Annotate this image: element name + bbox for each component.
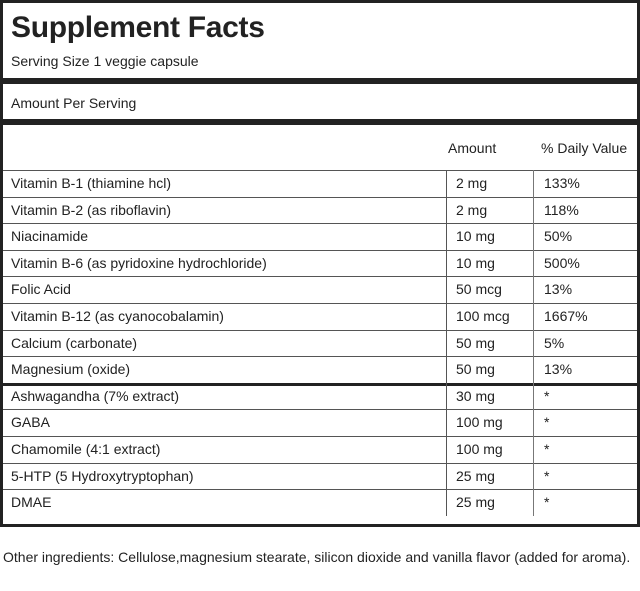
nutrient-amount: 2 mg: [456, 175, 488, 191]
nutrient-name: Folic Acid: [11, 281, 71, 298]
vitamin-row: Vitamin B-2 (as riboflavin) 2 mg 118%: [3, 197, 637, 223]
supplement-facts-panel: Supplement Facts Serving Size 1 veggie c…: [0, 0, 640, 527]
column-separator: [533, 170, 534, 516]
row-divider: [3, 409, 637, 411]
nutrient-daily-value: *: [544, 467, 550, 484]
nutrient-daily-value: 1667%: [544, 308, 588, 324]
nutrient-amount: 50 mg: [456, 334, 495, 351]
row-divider: [3, 436, 637, 437]
nutrient-name: Magnesium (oxide): [11, 361, 131, 378]
row-divider: [3, 223, 637, 225]
serving-size: Serving Size 1 veggie capsule: [11, 53, 199, 69]
nutrient-name: Vitamin B-2 (as riboflavin): [11, 201, 172, 218]
nutrient-daily-value: 13%: [544, 361, 573, 378]
nutrient-daily-value: 500%: [544, 254, 580, 271]
other-nutrient-row: Ashwagandha (7% extract) 30 mg *: [3, 383, 637, 409]
nutrient-amount: 100 mcg: [456, 308, 510, 324]
nutrient-name: Chamomile (4:1 extract): [11, 441, 161, 457]
row-divider: [3, 276, 637, 278]
vitamin-row: Niacinamide 10 mg 50%: [3, 223, 637, 249]
nutrient-amount: 10 mg: [456, 254, 495, 271]
row-divider: [3, 489, 637, 491]
vitamin-row: Magnesium (oxide) 50 mg 13%: [3, 356, 637, 382]
panel-title: Supplement Facts: [11, 11, 265, 44]
nutrient-name: Calcium (carbonate): [11, 334, 138, 351]
other-nutrient-row: Chamomile (4:1 extract) 100 mg *: [3, 436, 637, 462]
other-nutrient-row: 5-HTP (5 Hydroxytryptophan) 25 mg *: [3, 463, 637, 489]
vitamin-row: Vitamin B-6 (as pyridoxine hydrochloride…: [3, 250, 637, 276]
vitamin-row: Calcium (carbonate) 50 mg 5%: [3, 330, 637, 356]
other-ingredients: Other ingredients: Cellulose,magnesium s…: [3, 549, 631, 565]
nutrient-name: GABA: [11, 414, 50, 431]
nutrient-daily-value: 5%: [544, 334, 565, 351]
nutrient-daily-value: *: [544, 414, 550, 431]
nutrient-name: Niacinamide: [11, 228, 89, 245]
nutrient-amount: 25 mg: [456, 467, 495, 484]
daily-value-column-header: % Daily Value: [541, 140, 628, 156]
nutrient-daily-value: 13%: [544, 281, 573, 298]
nutrient-name: DMAE: [11, 494, 52, 511]
nutrient-amount: 30 mg: [456, 387, 495, 404]
nutrient-daily-value: *: [544, 441, 550, 457]
nutrient-daily-value: 133%: [544, 175, 580, 191]
row-divider: [3, 303, 637, 304]
nutrient-name: Vitamin B-12 (as cyanocobalamin): [11, 308, 224, 324]
row-divider: [3, 170, 637, 171]
nutrient-daily-value: 50%: [544, 228, 573, 245]
nutrient-daily-value: *: [544, 494, 550, 511]
divider-thick: [3, 119, 637, 125]
nutrient-amount: 25 mg: [456, 494, 495, 511]
row-divider: [3, 249, 637, 251]
nutrient-name: 5-HTP (5 Hydroxytryptophan): [11, 467, 194, 484]
nutrient-name: Vitamin B-6 (as pyridoxine hydrochloride…: [11, 254, 267, 271]
nutrient-amount: 50 mcg: [456, 281, 502, 298]
row-divider: [3, 196, 637, 198]
vitamin-row: Folic Acid 50 mcg 13%: [3, 276, 637, 302]
nutrient-daily-value: *: [544, 387, 550, 404]
nutrient-amount: 10 mg: [456, 228, 495, 245]
divider-thick: [3, 78, 637, 84]
nutrient-amount: 2 mg: [456, 201, 488, 218]
nutrient-name: Ashwagandha (7% extract): [11, 387, 180, 404]
other-nutrient-row: DMAE 25 mg *: [3, 489, 637, 515]
amount-per-serving-label: Amount Per Serving: [11, 95, 137, 111]
row-divider: [3, 356, 637, 358]
nutrient-amount: 100 mg: [456, 414, 503, 431]
vitamin-row: Vitamin B-1 (thiamine hcl) 2 mg 133%: [3, 170, 637, 196]
row-divider: [3, 329, 637, 331]
other-nutrient-row: GABA 100 mg *: [3, 409, 637, 435]
group-divider: [3, 382, 637, 386]
vitamin-row: Vitamin B-12 (as cyanocobalamin) 100 mcg 1…: [3, 303, 637, 329]
row-divider: [3, 462, 637, 464]
nutrient-daily-value: 118%: [544, 201, 579, 218]
column-separator: [446, 170, 447, 516]
amount-column-header: Amount: [448, 140, 497, 156]
nutrient-name: Vitamin B-1 (thiamine hcl): [11, 175, 172, 191]
nutrient-amount: 50 mg: [456, 361, 495, 378]
nutrient-amount: 100 mg: [456, 441, 503, 457]
